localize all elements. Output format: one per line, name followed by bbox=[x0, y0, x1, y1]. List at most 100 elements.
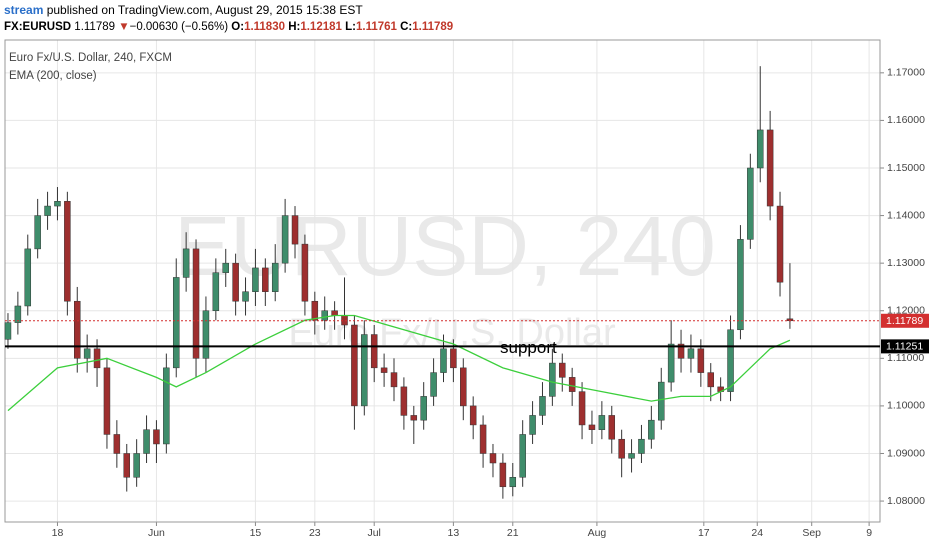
ohlc-value: 1.12181 bbox=[300, 21, 342, 33]
candle-body bbox=[163, 367, 170, 445]
ohlc-value: 1.11761 bbox=[355, 21, 397, 33]
candle-body bbox=[747, 167, 754, 240]
x-tick-label: 13 bbox=[448, 527, 460, 539]
candle-body bbox=[450, 348, 457, 369]
candle-body bbox=[222, 262, 229, 273]
price-label-box bbox=[881, 339, 929, 354]
candle-body bbox=[380, 367, 388, 373]
y-tick-label: 1.14000 bbox=[887, 209, 925, 221]
candle-body bbox=[123, 453, 130, 478]
y-tick-label: 1.08000 bbox=[887, 495, 925, 507]
candle-body bbox=[410, 415, 418, 421]
candle-body bbox=[14, 305, 22, 323]
y-tick-label: 1.12000 bbox=[887, 305, 925, 317]
x-tick-label: Jul bbox=[367, 527, 380, 539]
candle-body bbox=[588, 424, 596, 430]
candle-body bbox=[509, 477, 517, 488]
candle-body bbox=[489, 453, 497, 464]
candle-body bbox=[469, 405, 477, 426]
candle-body bbox=[361, 334, 368, 407]
candle-body bbox=[271, 262, 279, 292]
x-tick-label: 24 bbox=[751, 527, 763, 539]
author[interactable]: stream bbox=[4, 3, 44, 17]
x-tick-label: 21 bbox=[507, 527, 519, 539]
candle-body bbox=[341, 315, 348, 326]
candle-body bbox=[499, 462, 507, 488]
y-tick-label: 1.15000 bbox=[887, 162, 925, 174]
candle-body bbox=[479, 424, 487, 454]
y-tick-label: 1.17000 bbox=[887, 67, 925, 79]
candle-body bbox=[539, 396, 546, 416]
x-tick-label: 18 bbox=[52, 527, 64, 539]
x-tick-label: 23 bbox=[309, 527, 321, 539]
candle-body bbox=[351, 324, 358, 407]
candle-body bbox=[34, 215, 41, 250]
candle-body bbox=[83, 348, 91, 359]
x-tick-label: Jun bbox=[148, 527, 165, 539]
candle-body bbox=[776, 205, 784, 283]
candle-body bbox=[311, 300, 319, 321]
annotation: support bbox=[500, 338, 557, 357]
candle-body bbox=[390, 372, 398, 388]
ohlc-value: 1.11830 bbox=[244, 21, 285, 33]
candle-body bbox=[93, 348, 101, 369]
y-tick-label: 1.11000 bbox=[887, 352, 924, 364]
candle-body bbox=[64, 201, 71, 302]
candle-body bbox=[212, 272, 220, 311]
chart: EURUSD, 240 Euro Fx/U.S. Dollar 1.080001… bbox=[4, 39, 929, 539]
publish-line: stream published on TradingView.com, Aug… bbox=[4, 3, 363, 17]
x-tick-label: 9 bbox=[866, 527, 872, 539]
candle-body bbox=[460, 367, 467, 407]
candle-body bbox=[133, 453, 140, 478]
candle-body bbox=[677, 343, 685, 359]
ohlc-label: L: bbox=[345, 21, 356, 33]
candle-body bbox=[24, 248, 32, 307]
candle-body bbox=[658, 381, 665, 421]
y-tick-label: 1.13000 bbox=[887, 257, 925, 269]
candle-body bbox=[54, 201, 61, 207]
y-tick-label: 1.09000 bbox=[887, 447, 925, 459]
x-tick-label: Aug bbox=[588, 527, 607, 539]
candle-body bbox=[262, 267, 269, 292]
candle-body bbox=[153, 429, 160, 445]
candle-body bbox=[242, 291, 249, 302]
candle-body bbox=[608, 415, 616, 440]
candle-body bbox=[143, 429, 150, 454]
quote-line: FX:EURUSD 1.11789 ▼−0.00630 (−0.56%) O:1… bbox=[4, 21, 453, 33]
candle-body bbox=[628, 453, 635, 459]
ohlc-label: C: bbox=[400, 21, 413, 33]
candle-body bbox=[756, 129, 764, 169]
candle-body bbox=[103, 367, 111, 435]
candle-body bbox=[4, 322, 12, 340]
candle-body bbox=[648, 419, 655, 440]
candle-body bbox=[687, 348, 695, 359]
candle-body bbox=[727, 329, 734, 392]
candle-body bbox=[400, 386, 408, 416]
candle-body bbox=[182, 248, 190, 278]
ohlc-label: O: bbox=[231, 21, 245, 33]
candle-body bbox=[281, 215, 289, 264]
candle-body bbox=[598, 415, 606, 430]
price-label: 1.11789 bbox=[886, 315, 923, 327]
candle-body bbox=[766, 129, 774, 207]
candle-body bbox=[667, 343, 675, 383]
candle-body bbox=[74, 300, 81, 359]
ohlc-value: 1.11789 bbox=[412, 21, 454, 33]
candle-body bbox=[440, 348, 447, 373]
candle-body bbox=[370, 334, 378, 369]
candle-body bbox=[697, 348, 705, 373]
candle-body bbox=[113, 434, 121, 454]
candle-body bbox=[519, 434, 526, 478]
ohlc-label: H: bbox=[288, 21, 301, 33]
arrow: ▼ bbox=[118, 21, 130, 33]
price-label-box bbox=[881, 313, 929, 328]
candle-body bbox=[192, 248, 200, 359]
candle-body bbox=[638, 438, 645, 454]
x-tick-label: Sep bbox=[802, 527, 821, 539]
candle-body bbox=[291, 215, 299, 245]
watermark-subtitle: Euro Fx/U.S. Dollar bbox=[288, 312, 616, 354]
candle-body bbox=[331, 310, 338, 316]
candle-body bbox=[172, 277, 180, 369]
last-price: 1.11789 bbox=[74, 21, 116, 33]
